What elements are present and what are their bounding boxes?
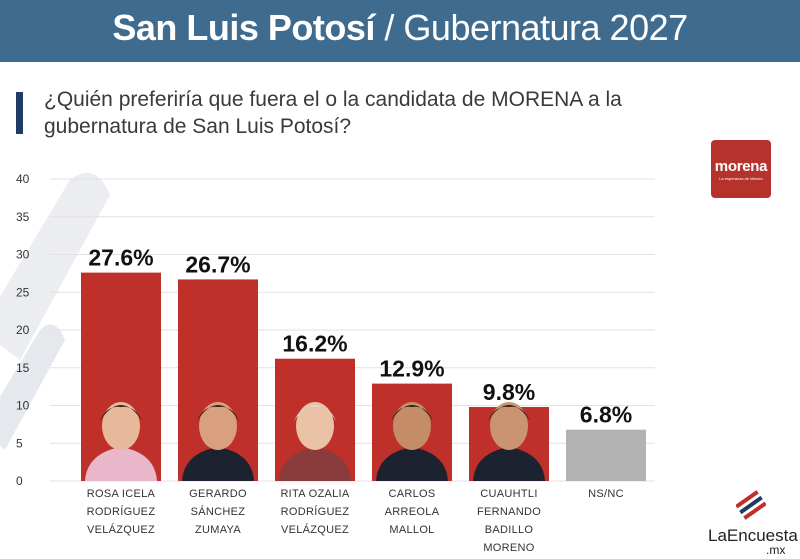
header-banner: San Luis Potosí / Gubernatura 2027 <box>0 0 800 62</box>
y-tick-label: 15 <box>16 361 30 375</box>
value-label: 27.6% <box>88 245 153 271</box>
laencuesta-logo: LaEncuesta .mx <box>692 488 800 559</box>
portrait-hair <box>294 405 336 421</box>
bar <box>566 429 646 481</box>
portrait-hair <box>197 405 239 421</box>
laencuesta-ext: .mx <box>766 543 786 557</box>
category-label: MORENO <box>483 542 534 554</box>
category-label: RITA OZALIA <box>280 488 349 500</box>
question-accent-bar <box>16 92 23 134</box>
portrait-shoulders <box>279 447 351 481</box>
title-separator: / <box>374 7 404 48</box>
candidate-portrait <box>85 402 157 481</box>
portraits <box>85 402 545 481</box>
category-label: MALLOL <box>389 524 434 536</box>
portrait-shoulders <box>182 447 254 481</box>
morena-logo-tagline: La esperanza de México <box>719 176 763 181</box>
category-label: VELÁZQUEZ <box>87 523 155 536</box>
portrait-face <box>296 402 334 450</box>
portrait-face <box>490 402 528 450</box>
category-labels: ROSA ICELA RODRÍGUEZ VELÁZQUEZ GERARDO SÁNCH… <box>87 488 624 554</box>
category-label: SÁNCHEZ <box>191 505 246 518</box>
portrait-face <box>199 402 237 450</box>
candidate-portrait <box>279 402 351 481</box>
value-label: 16.2% <box>282 331 347 357</box>
y-tick-label: 30 <box>16 248 30 262</box>
question-text: ¿Quién preferiría que fuera el o la cand… <box>44 88 622 138</box>
y-tick-label: 5 <box>16 436 23 450</box>
category-label: ZUMAYA <box>195 524 241 536</box>
candidate-portrait <box>473 402 545 481</box>
category-label: FERNANDO <box>477 506 541 518</box>
value-labels: 27.6% 26.7% 16.2% 12.9% 9.8% 6.8% <box>88 245 632 428</box>
portrait-hair <box>488 405 530 421</box>
candidate-portrait <box>182 402 254 481</box>
morena-logo-word: morena <box>714 158 768 175</box>
category-label: NS/NC <box>588 488 624 500</box>
portrait-hair <box>391 405 433 421</box>
title-main: San Luis Potosí <box>112 7 375 48</box>
y-tick-label: 20 <box>16 323 30 337</box>
y-tick-label: 35 <box>16 210 30 224</box>
y-tick-label: 10 <box>16 399 30 413</box>
portrait-hair <box>100 405 142 421</box>
category-label: BADILLO <box>485 524 534 536</box>
y-tick-label: 0 <box>16 474 23 488</box>
category-label: GERARDO <box>189 488 247 500</box>
category-label: ARREOLA <box>385 506 440 518</box>
laencuesta-mark-icon <box>736 490 766 520</box>
background-stripes <box>0 172 110 450</box>
portrait-face <box>102 402 140 450</box>
value-label: 6.8% <box>580 402 632 428</box>
page-title: San Luis Potosí / Gubernatura 2027 <box>112 7 688 49</box>
y-tick-label: 25 <box>16 285 30 299</box>
y-axis-ticks: 0 5 10 15 20 25 30 35 40 <box>16 172 30 488</box>
category-label: ROSA ICELA <box>87 488 156 500</box>
category-label: CARLOS <box>388 488 435 500</box>
portrait-shoulders <box>473 447 545 481</box>
portrait-shoulders <box>376 447 448 481</box>
category-label: RODRÍGUEZ <box>87 505 156 518</box>
bars <box>81 272 646 481</box>
value-label: 12.9% <box>379 356 444 382</box>
value-label: 9.8% <box>483 379 535 405</box>
category-label: RODRÍGUEZ <box>281 505 350 518</box>
portrait-shoulders <box>85 447 157 481</box>
morena-logo: morena La esperanza de México <box>711 140 771 198</box>
category-label: CUAUHTLI <box>480 488 537 500</box>
y-tick-label: 40 <box>16 172 30 186</box>
category-label: VELÁZQUEZ <box>281 523 349 536</box>
title-sub: Gubernatura 2027 <box>403 7 688 48</box>
laencuesta-name: LaEncuesta <box>708 526 798 545</box>
portrait-face <box>393 402 431 450</box>
value-label: 26.7% <box>185 251 250 277</box>
candidate-portrait <box>376 402 448 481</box>
